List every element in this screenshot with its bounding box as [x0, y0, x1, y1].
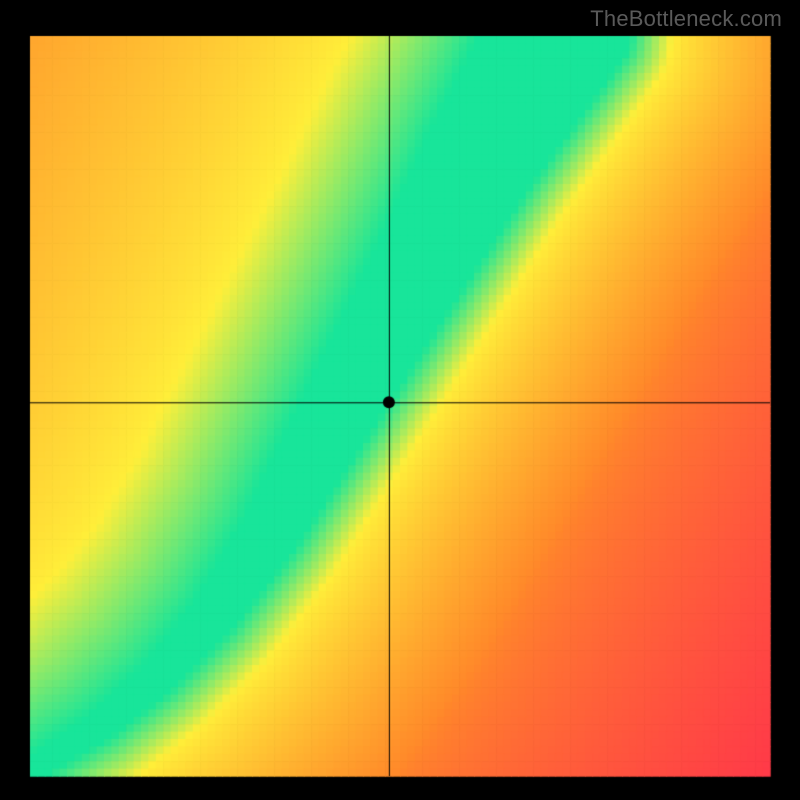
chart-container: TheBottleneck.com [0, 0, 800, 800]
watermark-text: TheBottleneck.com [590, 6, 782, 32]
heatmap-canvas [0, 0, 800, 800]
